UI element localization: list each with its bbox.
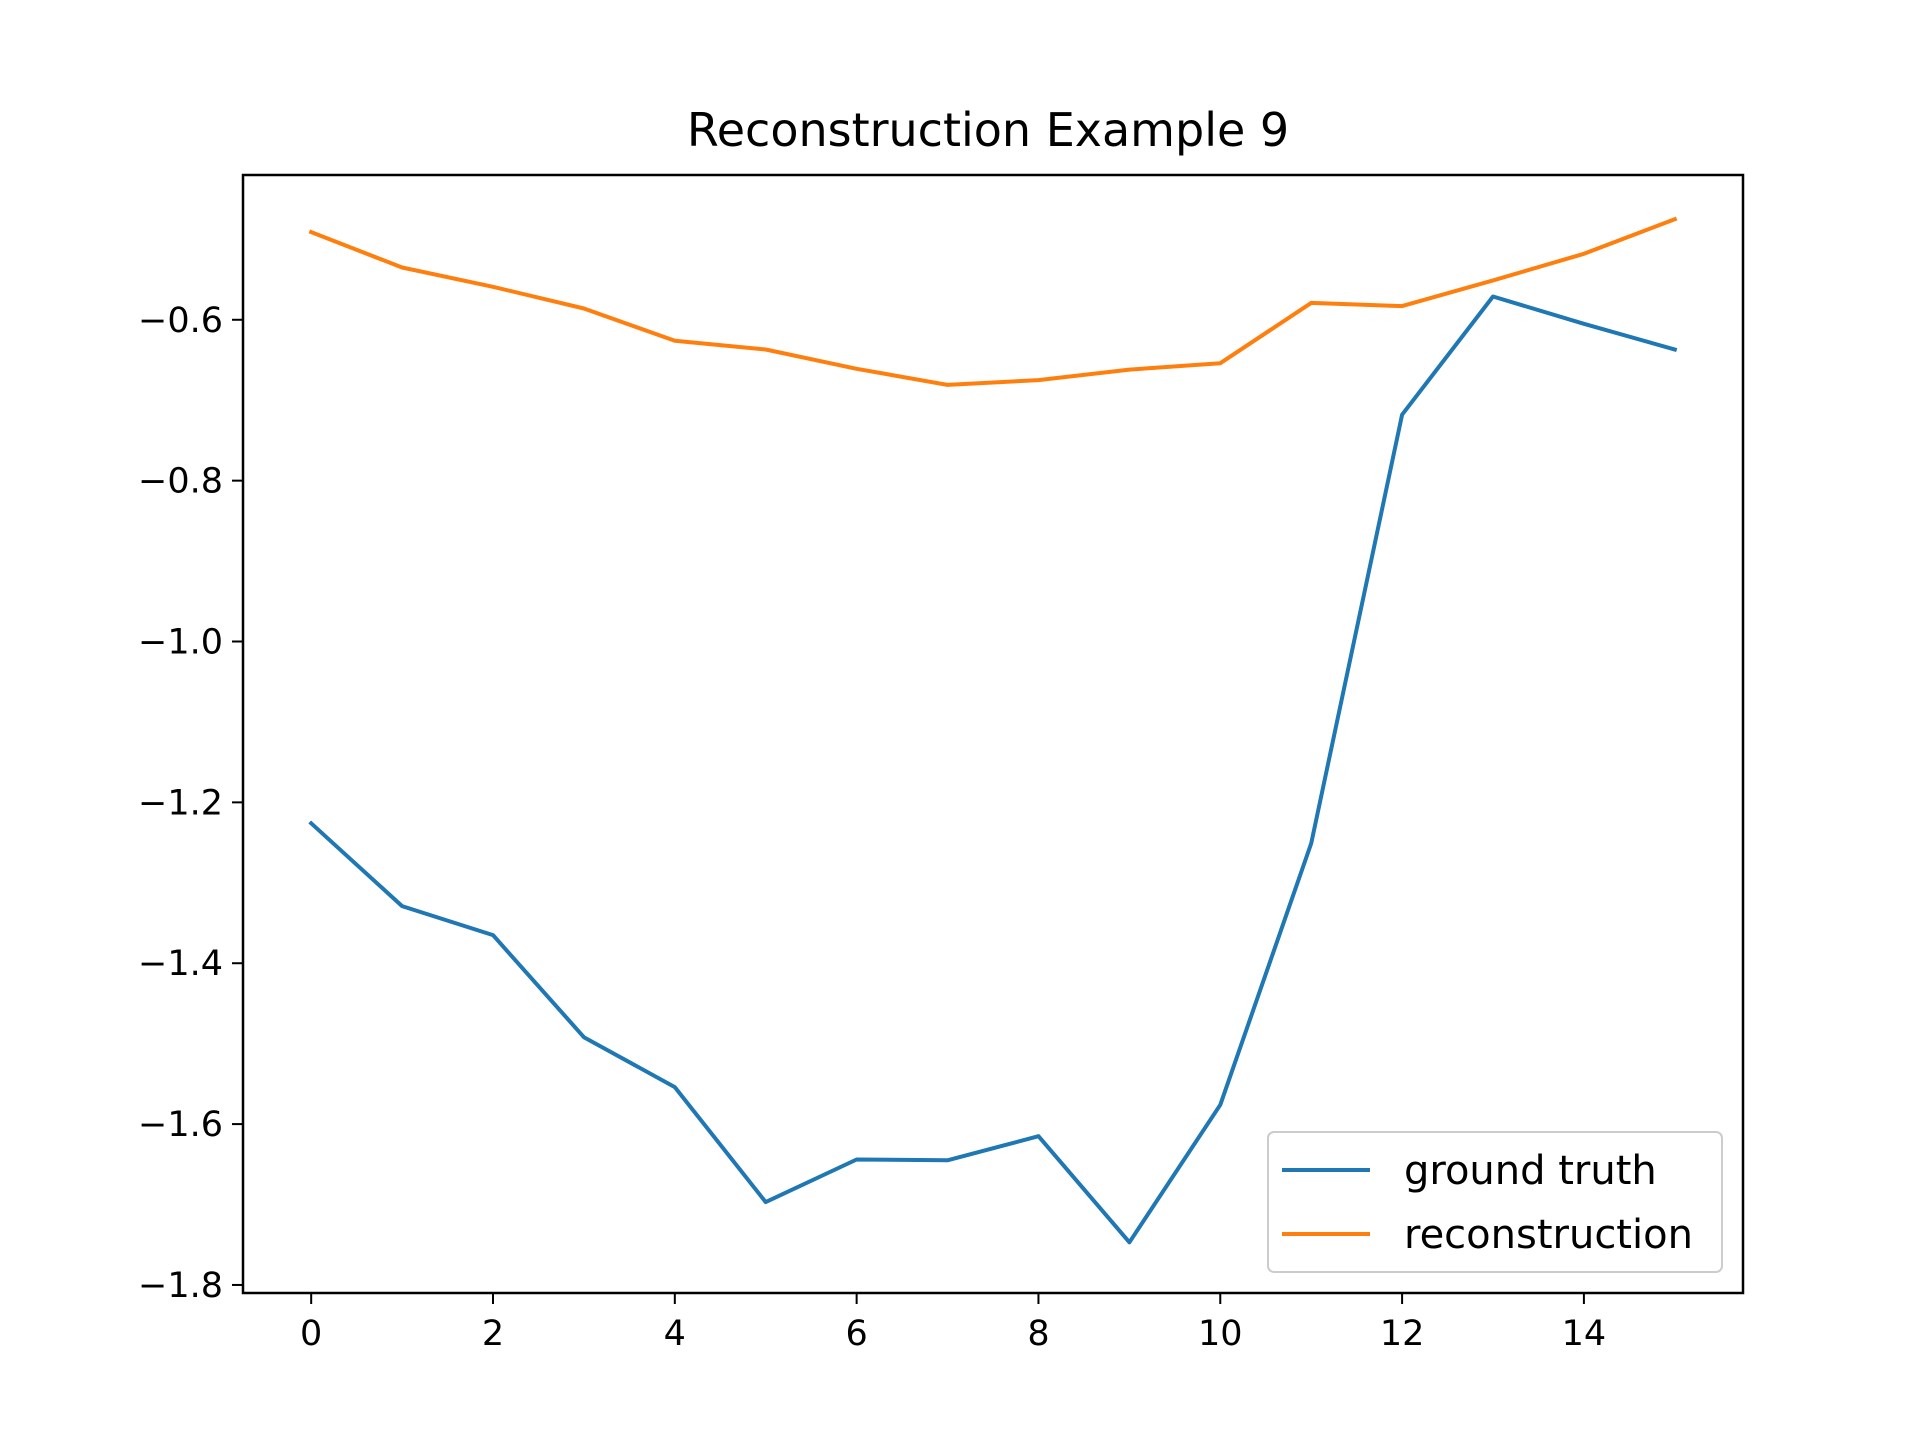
- legend-label-reconstruction: reconstruction: [1404, 1212, 1693, 1258]
- y-tick-label: −1.6: [138, 1105, 223, 1145]
- x-tick-label: 8: [1027, 1314, 1049, 1354]
- y-tick-label: −1.0: [138, 623, 223, 663]
- x-tick-label: 0: [300, 1314, 322, 1354]
- series-line-reconstruction: [308, 216, 1678, 387]
- x-tick-label: 10: [1198, 1314, 1243, 1354]
- plot-area: [308, 216, 1678, 1245]
- axis-ticks: 0 2 4 6 8 10 12 14 −0.6 −0.8 −1.0 −1.2 −1.4 −1.6 −1.8: [138, 301, 1606, 1354]
- series-line-ground-truth: [308, 294, 1678, 1245]
- legend-label-ground-truth: ground truth: [1404, 1148, 1657, 1194]
- chart-title: Reconstruction Example 9: [687, 103, 1289, 157]
- x-tick-label: 6: [845, 1314, 867, 1354]
- y-tick-label: −0.8: [138, 462, 223, 502]
- y-tick-label: −0.6: [138, 301, 223, 341]
- y-tick-label: −1.2: [138, 783, 223, 823]
- x-tick-label: 14: [1562, 1314, 1607, 1354]
- x-tick-label: 12: [1380, 1314, 1425, 1354]
- legend-box: [1267, 1131, 1723, 1273]
- x-tick-label: 2: [482, 1314, 504, 1354]
- legend: ground truth reconstruction: [1267, 1131, 1723, 1273]
- y-tick-label: −1.8: [138, 1266, 223, 1306]
- axes-frame: [241, 173, 1745, 1295]
- y-tick-label: −1.4: [138, 944, 223, 984]
- x-tick-label: 4: [664, 1314, 686, 1354]
